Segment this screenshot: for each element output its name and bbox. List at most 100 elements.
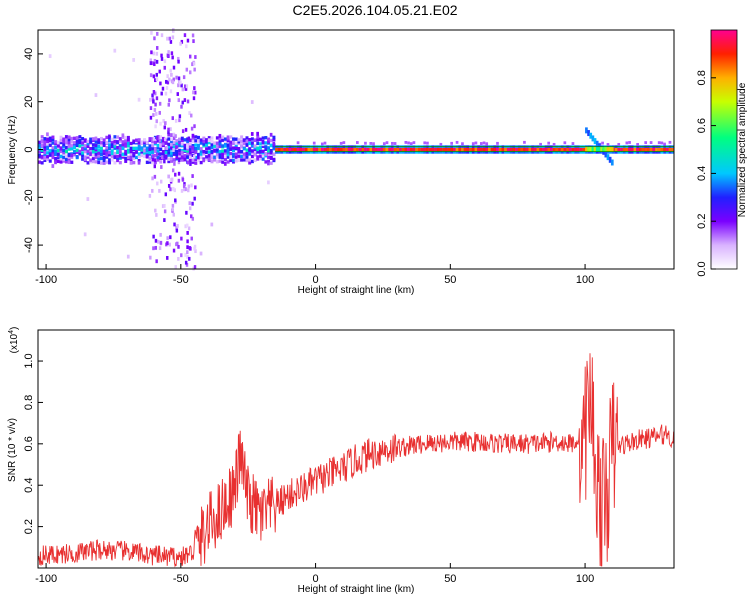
heatmap-cell [170, 159, 174, 163]
heatmap-cell [226, 135, 230, 140]
heatmap-cell [175, 75, 178, 80]
heatmap-cell [172, 212, 176, 217]
heatmap-cell [159, 179, 163, 184]
heatmap-cell [641, 147, 645, 152]
heatmap-cell [226, 150, 230, 154]
heatmap-cell [428, 147, 432, 152]
heatmap-cell [126, 150, 130, 154]
heatmap-cell [97, 140, 101, 144]
heatmap-cell [169, 178, 173, 182]
heatmap-cell [38, 146, 41, 150]
heatmap-cell [218, 159, 222, 163]
heatmap-cell [129, 141, 133, 146]
heatmap-cell [253, 158, 257, 162]
heatmap-cell [649, 141, 653, 144]
heatmap-cell [180, 155, 184, 159]
heatmap-cell [62, 148, 66, 153]
heatmap-cell [62, 137, 66, 141]
heatmap-cell [113, 155, 117, 160]
heatmap-cell [160, 165, 163, 169]
colorbar-gradient [710, 29, 738, 270]
heatmap-cell [520, 147, 524, 152]
heatmap-cell [188, 206, 192, 211]
heatmap-cell [528, 147, 532, 152]
heatmap-cell [158, 246, 162, 251]
heatmap-cell [153, 62, 156, 67]
y-tick-label: -40 [23, 237, 35, 253]
heatmap-cell [159, 81, 162, 86]
heatmap-cell [202, 158, 206, 163]
heatmap-cell [178, 140, 182, 145]
heatmap-cell [218, 144, 222, 149]
heatmap-cell [46, 142, 50, 146]
heatmap-cell [267, 180, 270, 185]
heatmap-cell [350, 147, 354, 152]
heatmap-cell [152, 136, 156, 141]
x-tick-label: -50 [173, 274, 189, 286]
heatmap-cell [399, 147, 402, 152]
heatmap-cell [393, 147, 397, 152]
heatmap-cell [663, 142, 666, 146]
heatmap-cell [108, 146, 112, 150]
heatmap-cell [73, 136, 76, 140]
heatmap-cell [458, 147, 462, 152]
heatmap-cell [159, 121, 162, 126]
heatmap-cell [267, 149, 271, 153]
heatmap-cell [46, 132, 49, 137]
heatmap-cell [294, 147, 297, 152]
heatmap-cell [189, 70, 192, 75]
heatmap-cell [124, 152, 128, 156]
heatmap-cell [229, 155, 233, 160]
heatmap-cell [155, 51, 159, 56]
heatmap-cell [366, 147, 370, 152]
heatmap-cell [67, 135, 71, 139]
heatmap-cell [161, 139, 165, 143]
heatmap-cell [177, 244, 180, 249]
heatmap-cell [48, 54, 52, 59]
heatmap-cell [151, 143, 155, 148]
heatmap-cell [102, 155, 106, 160]
heatmap-cell [48, 143, 52, 148]
heatmap-cell [213, 148, 217, 152]
heatmap-cell [320, 147, 324, 152]
heatmap-cell [159, 135, 162, 139]
heatmap-cell [81, 157, 85, 161]
heatmap-cell [157, 135, 160, 140]
heatmap-cell [277, 147, 281, 152]
heatmap-cell [536, 147, 540, 152]
heatmap-cell [571, 142, 575, 145]
heatmap-cell [83, 232, 87, 237]
heatmap-cell [159, 240, 163, 245]
heatmap-cell [164, 91, 168, 96]
heatmap-cell [264, 141, 268, 145]
heatmap-cell [610, 147, 614, 152]
heatmap-cell [156, 149, 160, 154]
heatmap-cell [245, 158, 249, 163]
heatmap-cell [347, 147, 351, 152]
heatmap-cell [110, 151, 114, 156]
heatmap-cell [318, 147, 322, 152]
heatmap-cell [62, 139, 66, 144]
heatmap-cell [221, 152, 225, 156]
heatmap-cell [194, 157, 198, 162]
heatmap-cell [153, 158, 157, 163]
heatmap-cell [253, 147, 257, 152]
heatmap-cell [59, 135, 63, 140]
heatmap-cell [210, 156, 214, 160]
heatmap-cell [191, 62, 194, 67]
heatmap-cell [404, 140, 408, 144]
heatmap-cell [302, 147, 305, 152]
heatmap-cell [668, 147, 672, 152]
heatmap-cell [167, 159, 171, 164]
heatmap-cell [174, 172, 177, 177]
heatmap-cell [269, 161, 273, 165]
heatmap-cell [172, 186, 175, 191]
heatmap-cell [610, 159, 614, 166]
heatmap-cell [172, 77, 175, 82]
heatmap-cell [91, 146, 95, 151]
heatmap-cell [99, 149, 103, 154]
heatmap-cell [54, 156, 58, 161]
heatmap-cell [191, 160, 195, 164]
heatmap-cell [566, 147, 570, 152]
heatmap-cell [83, 155, 87, 160]
